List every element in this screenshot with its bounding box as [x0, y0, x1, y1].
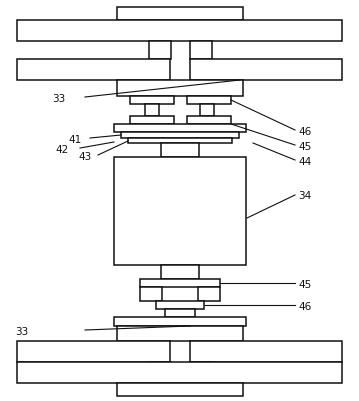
Text: 41: 41: [68, 135, 81, 145]
Bar: [130, 116, 174, 124]
Text: 34: 34: [298, 191, 311, 201]
Bar: [156, 301, 204, 309]
Bar: [161, 265, 199, 279]
Bar: [200, 104, 214, 116]
Bar: [140, 287, 162, 301]
Bar: [17, 20, 342, 41]
Bar: [17, 59, 170, 80]
Bar: [190, 341, 342, 362]
Bar: [121, 132, 239, 138]
Text: 45: 45: [298, 142, 311, 152]
Bar: [117, 326, 243, 341]
Bar: [128, 138, 232, 143]
Bar: [114, 317, 246, 326]
Text: 46: 46: [298, 302, 311, 312]
Text: 43: 43: [78, 152, 91, 162]
Text: 46: 46: [298, 127, 311, 137]
Bar: [117, 383, 243, 396]
Bar: [149, 362, 171, 380]
Text: 44: 44: [298, 157, 311, 167]
Bar: [145, 104, 159, 116]
Bar: [190, 362, 212, 380]
Bar: [190, 41, 212, 59]
Text: 33: 33: [15, 327, 28, 337]
Bar: [117, 80, 243, 96]
Bar: [17, 362, 342, 383]
Text: 45: 45: [298, 280, 311, 290]
Bar: [190, 59, 342, 80]
Bar: [165, 309, 195, 317]
Bar: [187, 116, 231, 124]
Bar: [140, 279, 220, 287]
Bar: [114, 157, 246, 265]
Bar: [130, 96, 174, 104]
Bar: [114, 124, 246, 132]
Bar: [198, 287, 220, 301]
Bar: [17, 341, 170, 362]
Bar: [187, 96, 231, 104]
Bar: [117, 7, 243, 20]
Text: 42: 42: [55, 145, 68, 155]
Bar: [161, 143, 199, 157]
Text: 33: 33: [52, 94, 65, 104]
Bar: [149, 41, 171, 59]
